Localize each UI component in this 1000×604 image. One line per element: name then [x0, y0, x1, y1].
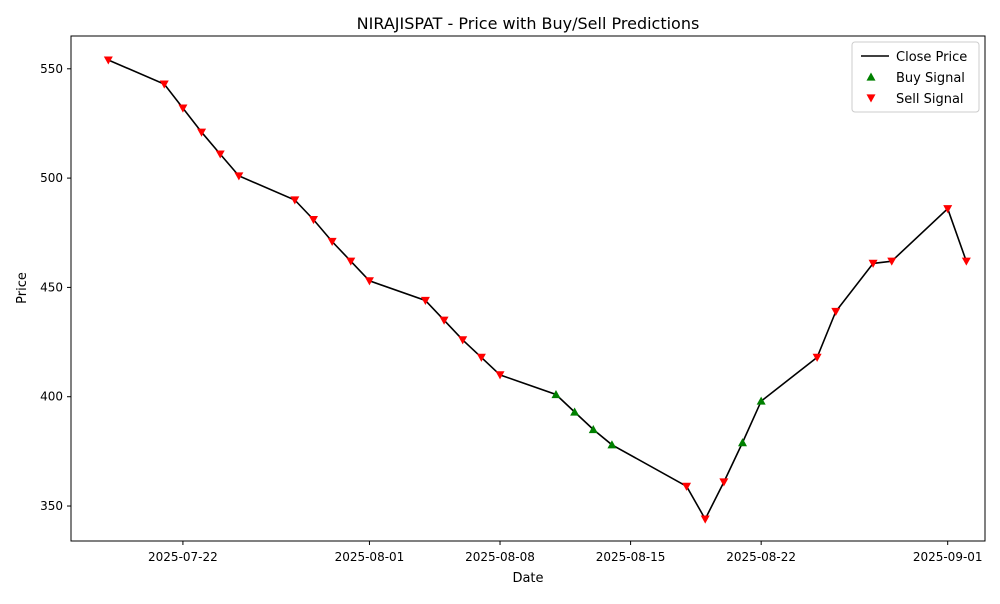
sell-signal-marker — [961, 257, 971, 266]
sell-signal-marker — [831, 307, 841, 316]
sell-signal-marker — [682, 482, 692, 491]
sell-signal-marker — [887, 257, 897, 266]
legend-label-sell: Sell Signal — [896, 92, 964, 107]
x-tick-label: 2025-08-08 — [465, 550, 535, 564]
sell-signal-marker — [159, 80, 169, 89]
sell-signal-marker — [215, 150, 225, 159]
sell-signal-marker — [812, 353, 822, 362]
sell-signal-marker — [868, 259, 878, 268]
close-price-line — [107, 59, 968, 521]
sell-signal-marker — [495, 371, 505, 380]
sell-signal-marker — [308, 216, 318, 225]
x-tick-label: 2025-09-01 — [913, 550, 983, 564]
sell-signal-marker — [290, 196, 300, 205]
y-tick-label: 550 — [40, 62, 63, 76]
y-tick-label: 400 — [40, 390, 63, 404]
y-tick-label: 350 — [40, 499, 63, 513]
legend-label-buy: Buy Signal — [896, 71, 965, 86]
x-axis-label: Date — [512, 571, 543, 586]
plot-frame — [70, 35, 986, 542]
y-axis: 350 400 450 500 550 — [40, 62, 71, 513]
x-tick-label: 2025-07-22 — [148, 550, 218, 564]
y-tick-label: 500 — [40, 171, 63, 185]
sell-signal-marker — [943, 205, 953, 214]
buy-signal-marker — [551, 390, 561, 399]
buy-signal-marker — [607, 440, 617, 449]
sell-signal-marker — [476, 353, 486, 362]
sell-signal-marker — [197, 128, 207, 137]
sell-signal-marker — [327, 237, 337, 246]
x-axis: 2025-07-22 2025-08-01 2025-08-08 2025-08-15… — [148, 541, 983, 564]
sell-signal-marker — [103, 56, 113, 65]
y-tick-label: 450 — [40, 280, 63, 294]
legend-sell-swatch — [866, 94, 876, 103]
sell-signal-marker — [439, 316, 449, 325]
buy-signal-marker — [588, 425, 598, 434]
sell-signal-marker — [234, 172, 244, 181]
legend-buy-swatch — [866, 72, 876, 81]
x-tick-label: 2025-08-22 — [726, 550, 796, 564]
legend-frame — [851, 41, 980, 113]
sell-signal-marker — [700, 515, 710, 524]
legend-label-close: Close Price — [896, 50, 967, 65]
sell-signal-marker — [178, 104, 188, 113]
x-tick-label: 2025-08-15 — [596, 550, 666, 564]
sell-signal-marker — [420, 296, 430, 306]
sell-signal-marker — [458, 336, 468, 345]
buy-signal-marker — [756, 396, 766, 405]
legend: Close Price Buy Signal Sell Signal — [851, 41, 980, 113]
y-axis-label: Price — [15, 272, 30, 304]
buy-signal-marker — [738, 438, 748, 447]
buy-signal-marker — [570, 407, 580, 416]
sell-signal-marker — [719, 478, 729, 487]
x-tick-label: 2025-08-01 — [335, 550, 405, 564]
sell-signal-marker — [364, 277, 374, 286]
chart-title: NIRAJISPAT - Price with Buy/Sell Predict… — [357, 14, 700, 33]
sell-signal-marker — [346, 257, 356, 266]
